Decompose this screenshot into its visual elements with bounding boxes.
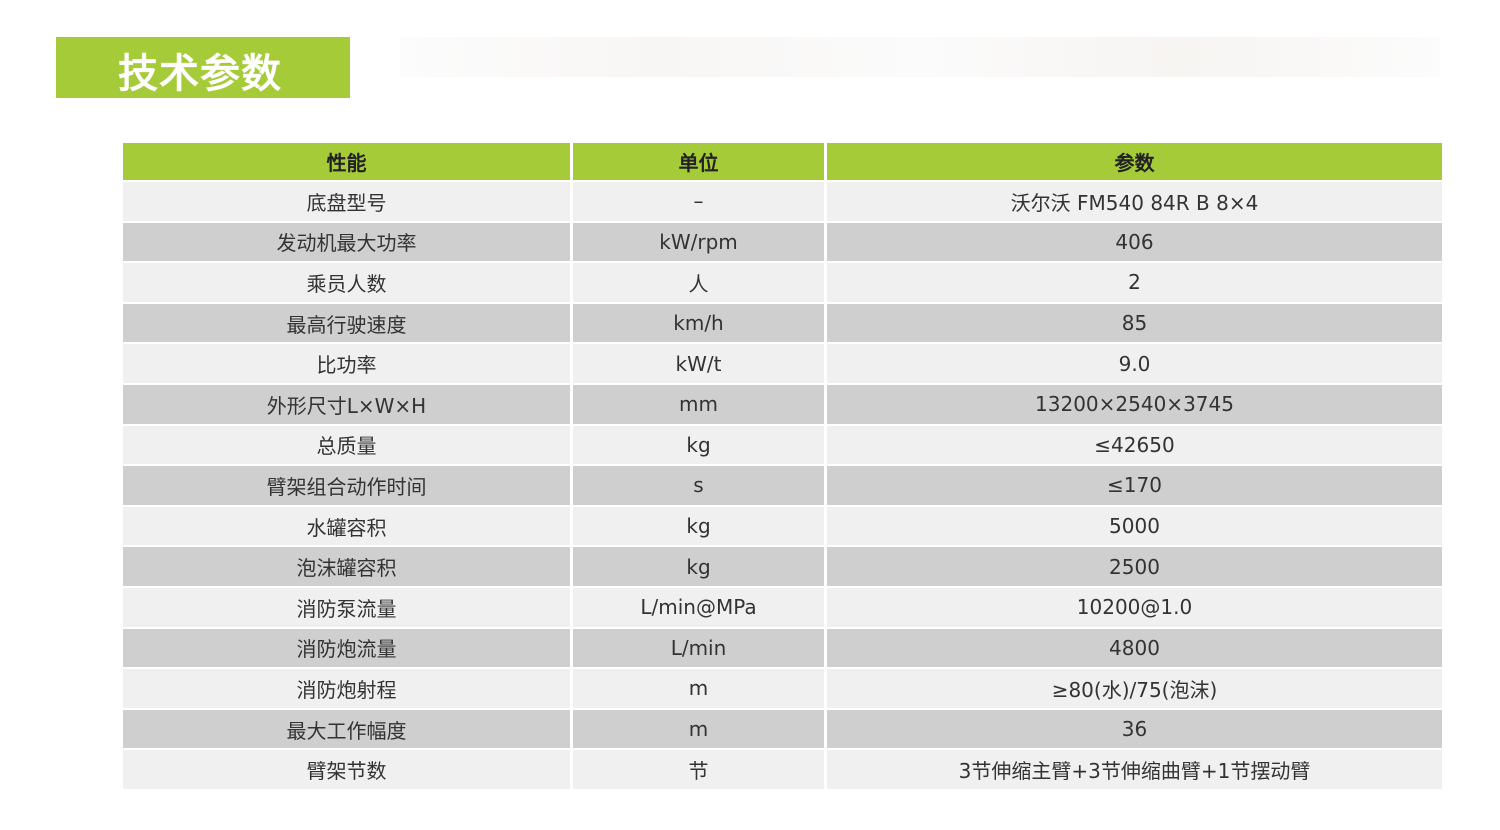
table-row: 消防炮射程 m ≥80(水)/75(泡沫)	[123, 669, 1442, 708]
table-row: 总质量 kg ≤42650	[123, 425, 1442, 465]
cell-unit: 节	[573, 750, 824, 789]
cell-performance: 消防炮流量	[123, 628, 570, 668]
cell-unit: s	[573, 466, 824, 505]
cell-performance: 底盘型号	[123, 182, 570, 221]
cell-performance: 总质量	[123, 425, 570, 465]
cell-performance: 臂架组合动作时间	[123, 466, 570, 505]
table-row: 底盘型号 – 沃尔沃 FM540 84R B 8×4	[123, 182, 1442, 221]
cell-unit: –	[573, 182, 824, 221]
section-title-banner: 技术参数	[56, 37, 350, 98]
cell-parameter: ≥80(水)/75(泡沫)	[827, 669, 1442, 708]
cell-parameter: 9.0	[827, 344, 1442, 383]
table-row: 臂架组合动作时间 s ≤170	[123, 466, 1442, 505]
cell-performance: 最高行驶速度	[123, 303, 570, 343]
table-row: 发动机最大功率 kW/rpm 406	[123, 222, 1442, 262]
table-row: 比功率 kW/t 9.0	[123, 344, 1442, 383]
table-row: 外形尺寸L×W×H mm 13200×2540×3745	[123, 384, 1442, 424]
cell-unit: kW/t	[573, 344, 824, 383]
cell-unit: kg	[573, 547, 824, 586]
table-row: 最高行驶速度 km/h 85	[123, 303, 1442, 343]
table-header-row: 性能 单位 参数	[123, 143, 1442, 180]
cell-performance: 最大工作幅度	[123, 709, 570, 749]
table-row: 乘员人数人 2	[123, 263, 1442, 302]
table-row: 泡沫罐容积 kg 2500	[123, 547, 1442, 586]
cell-parameter: 4800	[827, 628, 1442, 668]
table-row: 消防泵流量 L/min@MPa 10200@1.0	[123, 587, 1442, 627]
cell-unit: km/h	[573, 303, 824, 343]
cell-parameter: 2500	[827, 547, 1442, 586]
cell-performance: 乘员人数	[123, 263, 570, 302]
header-unit: 单位	[573, 143, 824, 180]
cell-parameter: 10200@1.0	[827, 587, 1442, 627]
cell-parameter: 沃尔沃 FM540 84R B 8×4	[827, 182, 1442, 221]
cell-parameter: 36	[827, 709, 1442, 749]
table-row: 最大工作幅度 m 36	[123, 709, 1442, 749]
cell-unit: 人	[573, 263, 824, 302]
cell-performance: 发动机最大功率	[123, 222, 570, 262]
cell-parameter: 13200×2540×3745	[827, 384, 1442, 424]
cell-performance: 臂架节数	[123, 750, 570, 789]
table-row: 消防炮流量 L/min 4800	[123, 628, 1442, 668]
cell-unit: kg	[573, 506, 824, 546]
table-row: 水罐容积 kg 5000	[123, 506, 1442, 546]
cell-parameter: 85	[827, 303, 1442, 343]
table-row: 臂架节数节 3节伸缩主臂+3节伸缩曲臂+1节摆动臂	[123, 750, 1442, 789]
header-parameter: 参数	[827, 143, 1442, 180]
cell-unit: m	[573, 709, 824, 749]
cell-parameter: 406	[827, 222, 1442, 262]
cell-parameter: 2	[827, 263, 1442, 302]
cell-unit: L/min@MPa	[573, 587, 824, 627]
cell-parameter: ≤42650	[827, 425, 1442, 465]
cell-parameter: 5000	[827, 506, 1442, 546]
cell-unit: kg	[573, 425, 824, 465]
decorative-banner	[400, 37, 1440, 77]
header-performance: 性能	[123, 143, 570, 180]
cell-performance: 外形尺寸L×W×H	[123, 384, 570, 424]
cell-unit: kW/rpm	[573, 222, 824, 262]
spec-table: 性能 单位 参数 底盘型号 – 沃尔沃 FM540 84R B 8×4 发动机最大功率…	[120, 141, 1445, 791]
cell-unit: L/min	[573, 628, 824, 668]
cell-unit: m	[573, 669, 824, 708]
cell-performance: 消防泵流量	[123, 587, 570, 627]
cell-parameter: 3节伸缩主臂+3节伸缩曲臂+1节摆动臂	[827, 750, 1442, 789]
cell-performance: 泡沫罐容积	[123, 547, 570, 586]
section-title: 技术参数	[118, 51, 282, 97]
cell-performance: 水罐容积	[123, 506, 570, 546]
cell-unit: mm	[573, 384, 824, 424]
cell-performance: 比功率	[123, 344, 570, 383]
cell-parameter: ≤170	[827, 466, 1442, 505]
cell-performance: 消防炮射程	[123, 669, 570, 708]
